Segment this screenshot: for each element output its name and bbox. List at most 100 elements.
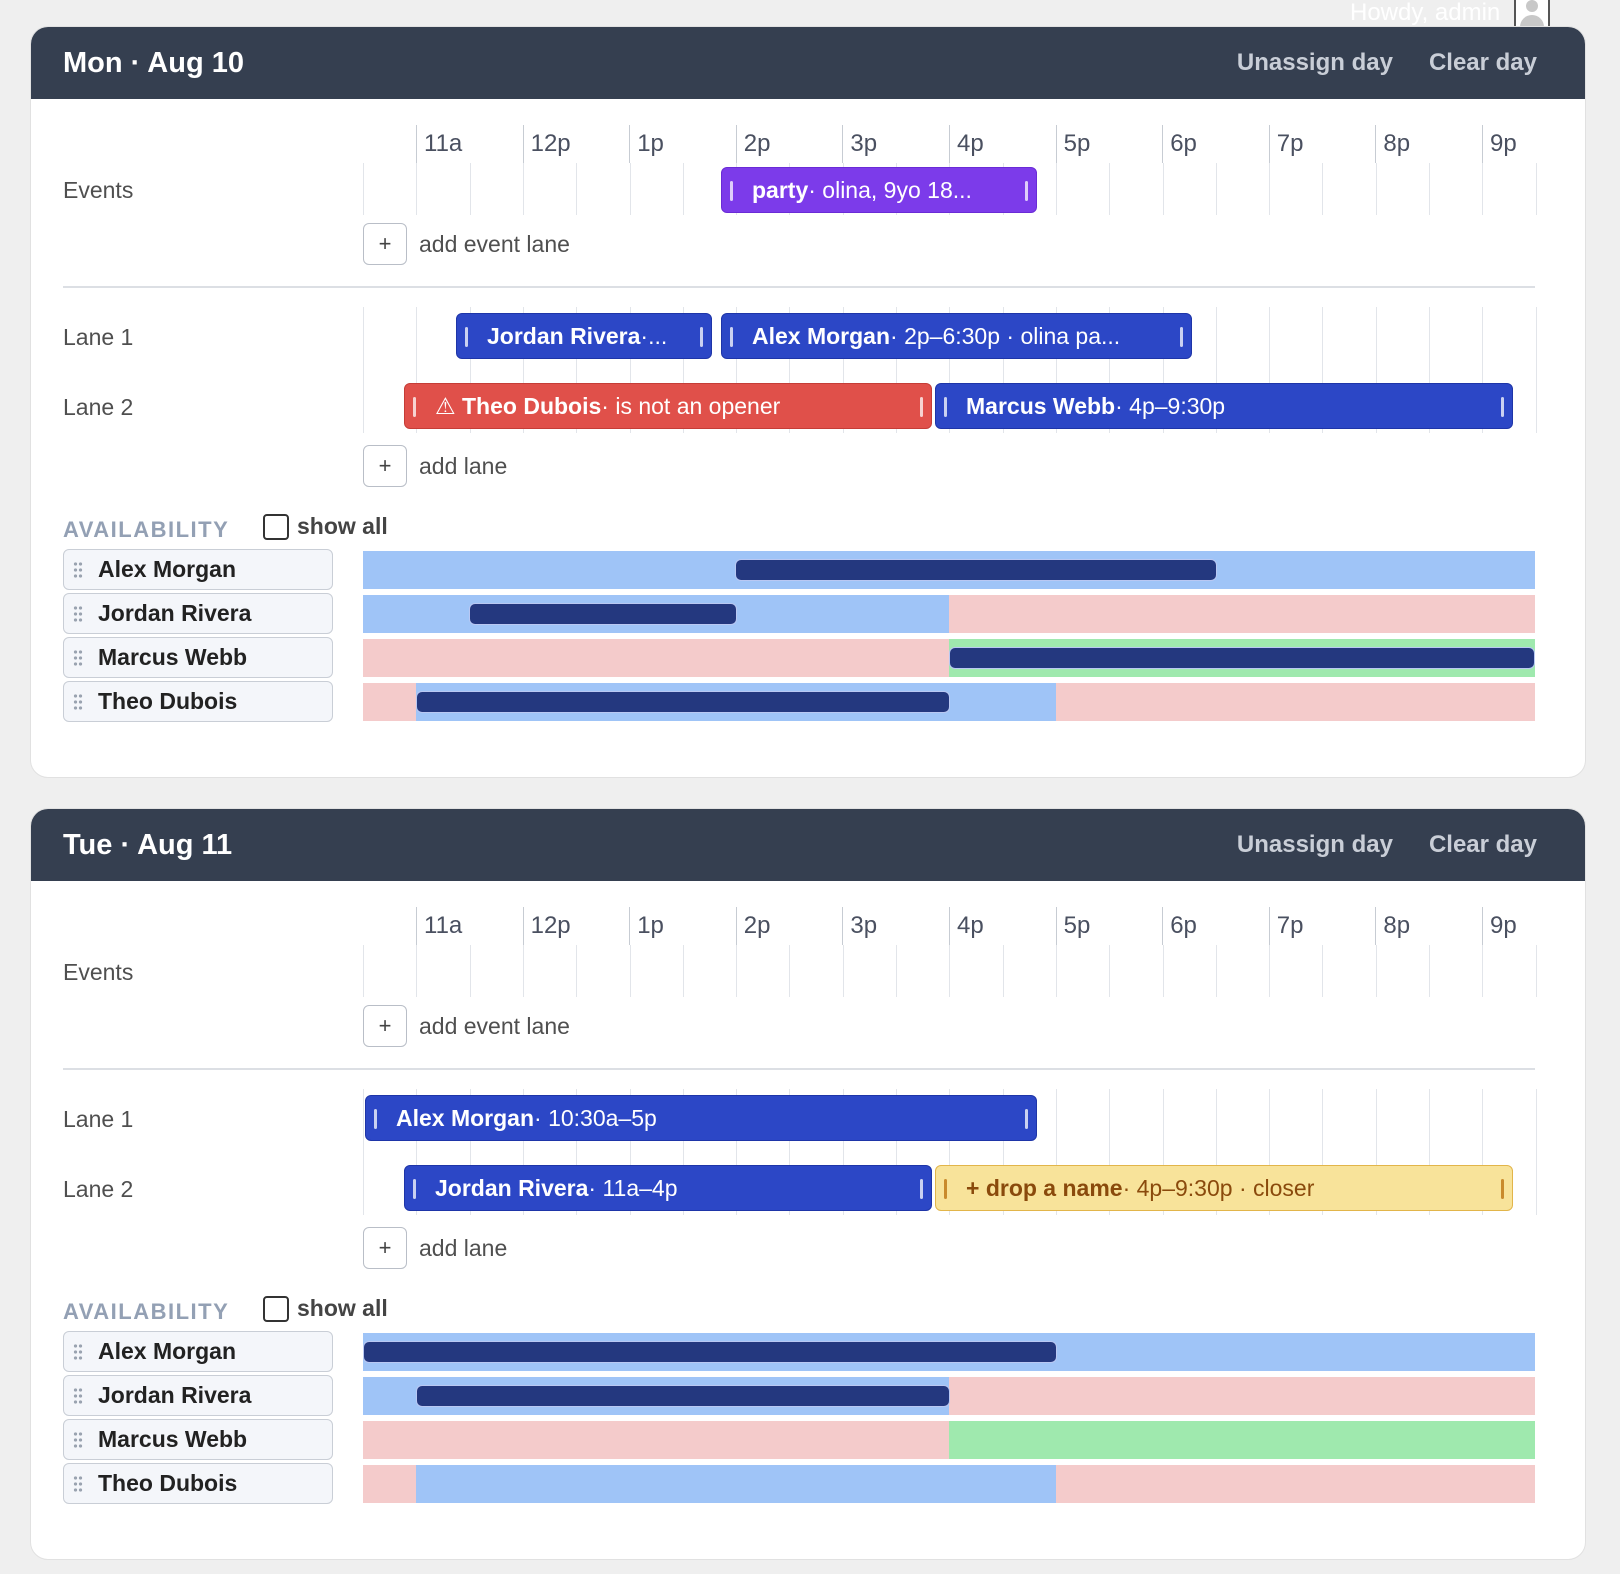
availability-title: AVAILABILITY [63, 1299, 230, 1324]
user-greeting[interactable]: Howdy, admin [1350, 0, 1551, 29]
shift-name: Alex Morgan [752, 322, 891, 349]
drag-handle-icon[interactable] [73, 649, 83, 667]
drag-handle-icon[interactable] [73, 1343, 83, 1361]
add-lane-label[interactable]: add lane [419, 453, 508, 479]
shift-block[interactable]: Jordan Rivera · 11a–4p [404, 1165, 932, 1211]
shift-block[interactable]: Alex Morgan · 10:30a–5p [365, 1095, 1037, 1141]
unavailable-segment [363, 1421, 949, 1459]
grid-line [629, 945, 631, 997]
shift-name: Alex Morgan [396, 1104, 535, 1131]
hour-tick-label: 2p [735, 125, 771, 163]
grid-line [1322, 945, 1324, 997]
hour-tick-label: 4p [949, 907, 984, 945]
shift-detail: · 10:30a–5p [534, 1104, 657, 1131]
person-chip[interactable]: Theo Dubois [63, 681, 333, 722]
hour-axis: 11a 12p 1p 2p 3p 4p 5p 6p 7p 8p 9p [363, 125, 1535, 163]
availability-row [363, 683, 1535, 721]
shift-detail: · 4p–9:30p [1115, 392, 1226, 419]
drag-handle-icon[interactable] [73, 1387, 83, 1405]
add-event-lane-label[interactable]: add event lane [419, 1013, 570, 1039]
hour-tick-label: 6p [1162, 907, 1197, 945]
add-event-lane-button[interactable]: + [363, 1005, 407, 1047]
person-chip[interactable]: Marcus Webb [63, 1419, 333, 1460]
plus-icon: + [378, 1235, 392, 1260]
shift-name: Jordan Rivera [487, 322, 641, 349]
grid-line [363, 945, 364, 997]
hour-tick-label: 7p [1268, 125, 1304, 163]
grid-line [1055, 945, 1057, 997]
clear-day-button[interactable]: Clear day [1428, 831, 1537, 858]
drag-handle-icon[interactable] [73, 1475, 83, 1493]
grid-line [416, 945, 418, 997]
grid-line [363, 163, 364, 215]
show-all-toggle[interactable]: show all [263, 513, 388, 540]
hour-tick-label: 6p [1162, 125, 1197, 163]
availability-row [363, 551, 1535, 589]
unassign-day-button[interactable]: Unassign day [1236, 831, 1393, 858]
drag-handle-icon[interactable] [73, 561, 83, 579]
drag-handle-icon[interactable] [73, 605, 83, 623]
day-body: 11a 12p 1p 2p 3p 4p 5p 6p 7p 8p 9p Events party · … [31, 99, 1585, 777]
grid-line [363, 307, 364, 433]
shift-detail: · 2p–6:30p · olina pa... [890, 322, 1121, 349]
assigned-bar [735, 559, 1217, 581]
person-chip[interactable]: Marcus Webb [63, 637, 333, 678]
open-shift-drop-target[interactable]: + drop a name · 4p–9:30p · closer [935, 1165, 1513, 1211]
add-lane-button[interactable]: + [363, 445, 407, 487]
person-chip[interactable]: Theo Dubois [63, 1463, 333, 1504]
shift-block[interactable]: Jordan Rivera ·... [456, 313, 712, 359]
available-segment [416, 1465, 1056, 1503]
event-block[interactable]: party · olina, 9yo 18... [721, 167, 1037, 213]
grid-line [1375, 945, 1377, 997]
grid-line [469, 163, 471, 215]
hour-tick-label: 1p [629, 125, 664, 163]
lane-2-label: Lane 2 [63, 394, 134, 420]
clear-day-button[interactable]: Clear day [1428, 49, 1537, 76]
drag-handle-icon[interactable] [73, 1431, 83, 1449]
add-event-lane-label[interactable]: add event lane [419, 231, 570, 257]
shift-name: Marcus Webb [966, 392, 1116, 419]
unavailable-segment [1056, 683, 1535, 721]
events-label: Events [63, 959, 134, 985]
show-all-checkbox[interactable] [263, 1295, 289, 1322]
grid-line [1269, 945, 1271, 997]
hour-tick-label: 7p [1268, 907, 1304, 945]
hour-tick-label: 5p [1055, 125, 1090, 163]
section-divider [63, 286, 1535, 288]
person-chip[interactable]: Alex Morgan [63, 549, 333, 590]
unavailable-segment [949, 595, 1535, 633]
day-header: Mon · Aug 10 Unassign day Clear day [31, 27, 1585, 99]
hour-tick-label: 12p [522, 907, 571, 945]
shift-block-warning[interactable]: ⚠ Theo Dubois · is not an opener [404, 383, 932, 429]
hour-tick-label: 12p [522, 125, 571, 163]
grid-line [842, 945, 844, 997]
section-divider [63, 1068, 1535, 1070]
person-chip[interactable]: Alex Morgan [63, 1331, 333, 1372]
add-lane-label[interactable]: add lane [419, 1235, 508, 1261]
person-name: Jordan Rivera [98, 1382, 252, 1408]
shift-block[interactable]: Alex Morgan · 2p–6:30p · olina pa... [721, 313, 1192, 359]
hour-tick-label: 9p [1482, 907, 1517, 945]
grid-line [1109, 945, 1111, 997]
preferred-segment [949, 1421, 1535, 1459]
person-name: Alex Morgan [98, 1338, 237, 1364]
person-chip[interactable]: Jordan Rivera [63, 593, 333, 634]
availability-row [363, 1465, 1535, 1503]
add-lane-button[interactable]: + [363, 1227, 407, 1269]
grid-line [1535, 307, 1537, 433]
grid-line [736, 945, 738, 997]
hour-tick-label: 8p [1375, 125, 1410, 163]
show-all-toggle[interactable]: show all [263, 1295, 388, 1322]
event-detail: · olina, 9yo 18... [808, 176, 972, 203]
unavailable-segment [363, 1465, 416, 1503]
show-all-label: show all [297, 1295, 388, 1321]
shift-block[interactable]: Marcus Webb · 4p–9:30p [935, 383, 1513, 429]
unassign-day-button[interactable]: Unassign day [1236, 49, 1393, 76]
shift-name: Jordan Rivera [435, 1174, 589, 1201]
user-avatar-icon[interactable] [1514, 0, 1551, 29]
drag-handle-icon[interactable] [73, 693, 83, 711]
grid-line [576, 945, 578, 997]
person-chip[interactable]: Jordan Rivera [63, 1375, 333, 1416]
add-event-lane-button[interactable]: + [363, 223, 407, 265]
show-all-checkbox[interactable] [263, 513, 289, 540]
